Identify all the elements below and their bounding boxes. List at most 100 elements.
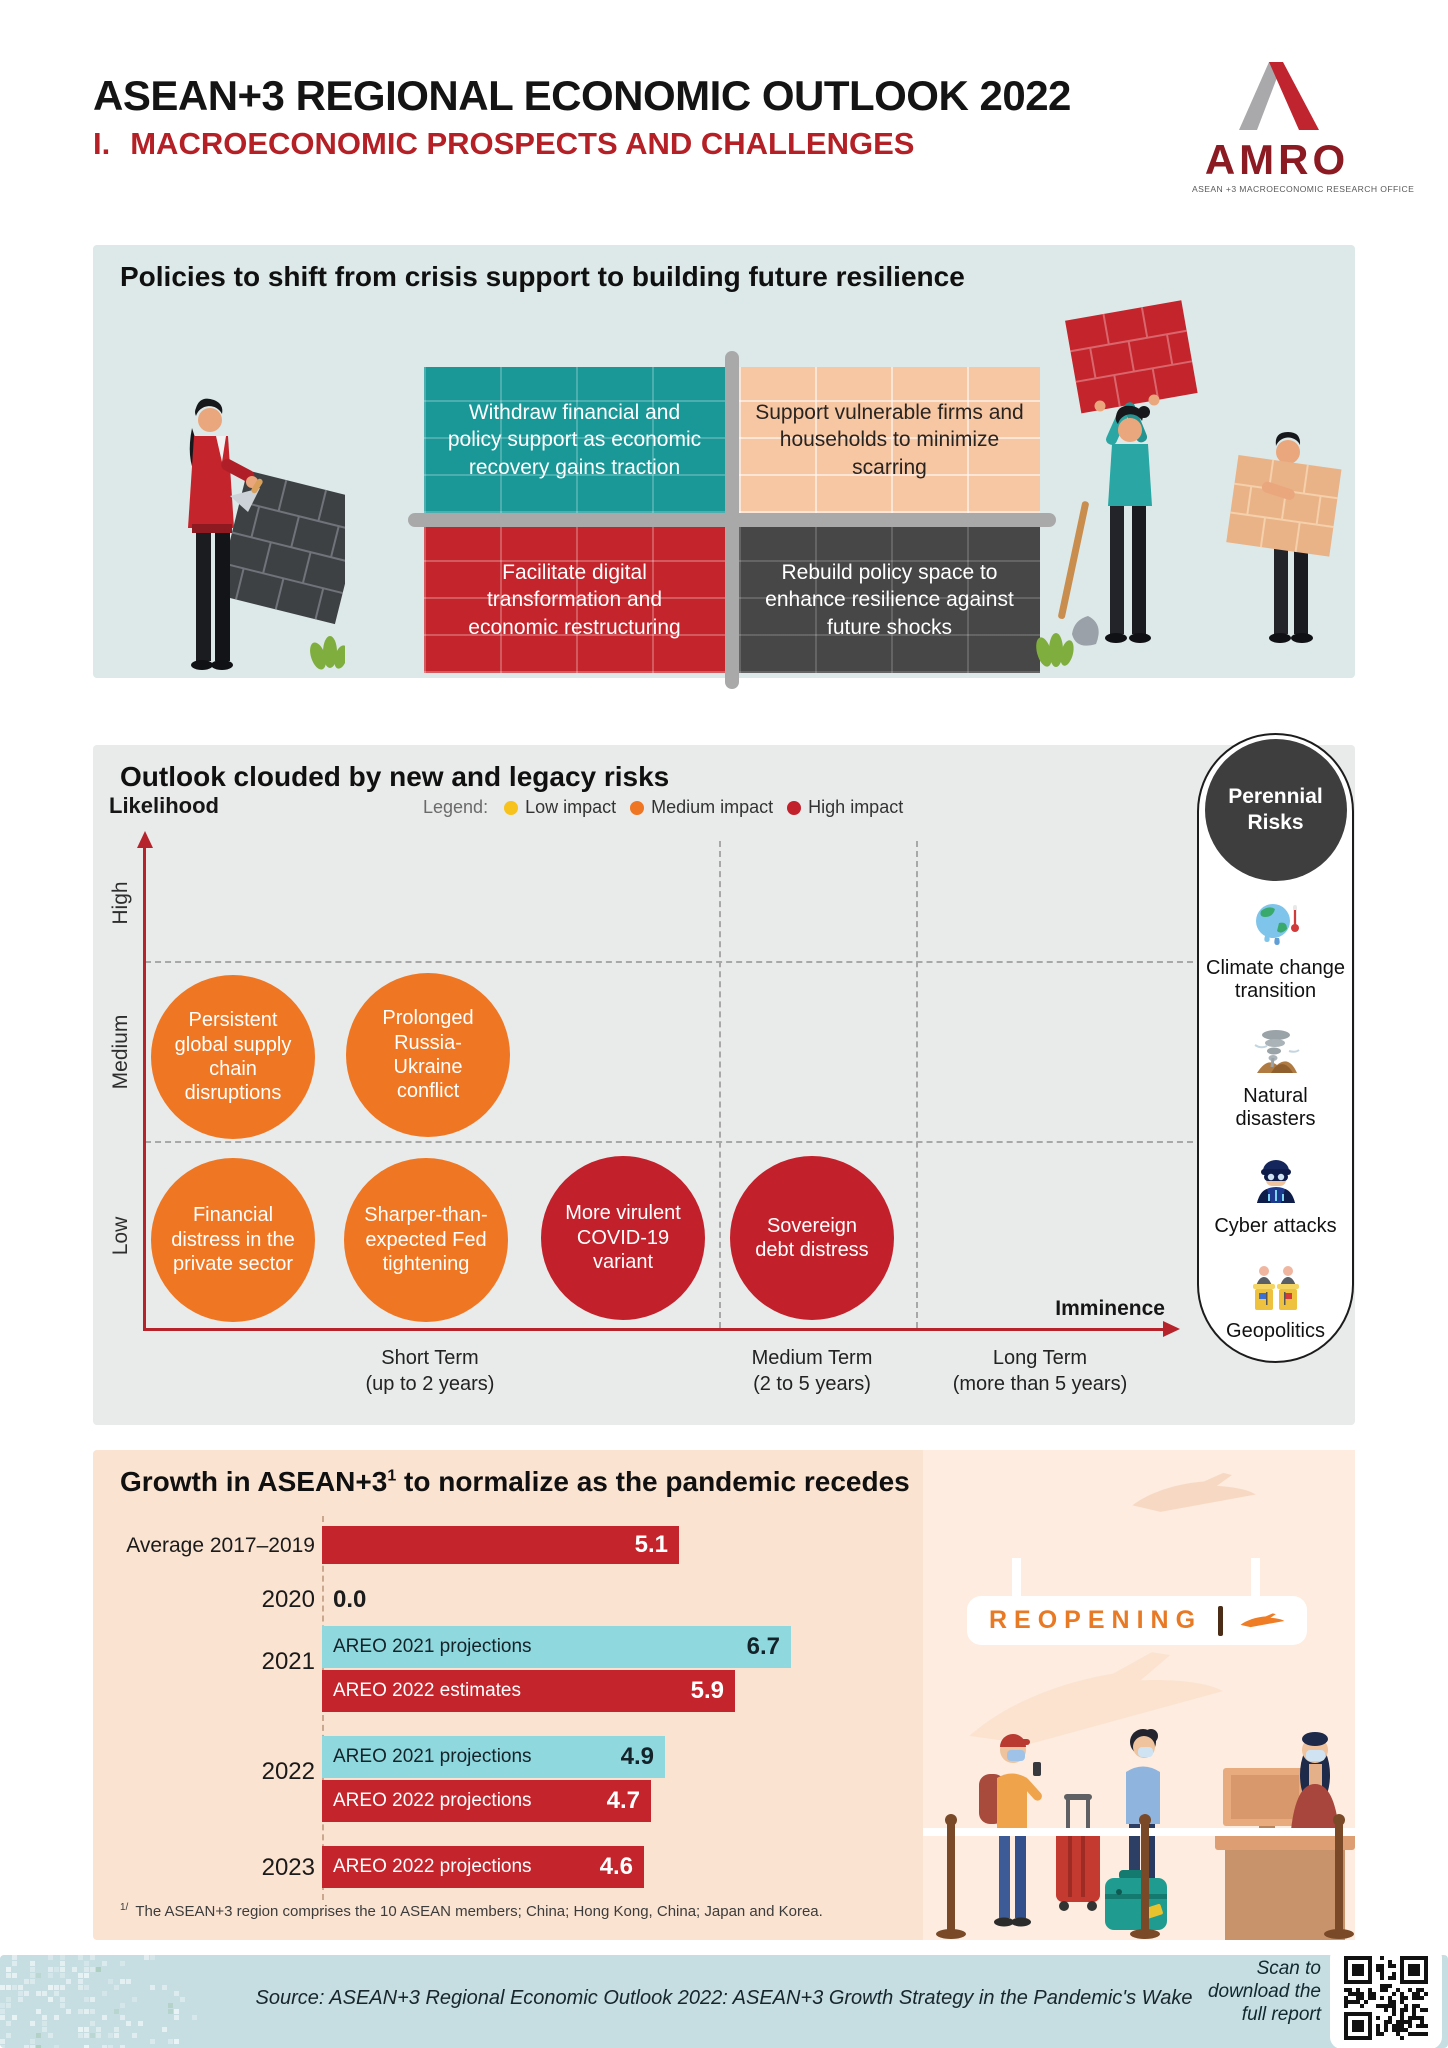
risk-outlook-section: Outlook clouded by new and legacy risks … xyxy=(93,733,1355,1425)
bar-series-label: AREO 2021 projections xyxy=(333,1746,532,1767)
quadrant-divider-vertical xyxy=(725,351,739,689)
y-tick-low: Low xyxy=(109,1216,132,1256)
builder-illustration-right xyxy=(1036,300,1342,667)
high-impact-dot-icon xyxy=(787,800,802,815)
x-tick-line2: (2 to 5 years) xyxy=(753,1373,871,1396)
footnote-text: The ASEAN+3 region comprises the 10 ASEA… xyxy=(135,1903,823,1920)
perennial-risks-panel: Perennial Risks Climate change transitio… xyxy=(1197,733,1354,1363)
builder-illustration-left xyxy=(188,398,345,670)
footer: Source: ASEAN+3 Regional Economic Outloo… xyxy=(0,1946,1448,2048)
x-tick-line1: Short Term xyxy=(381,1347,479,1369)
perennial-item-climate: Climate change transition xyxy=(1206,957,1345,1002)
bar-2022-areo2021: AREO 2021 projections 4.9 xyxy=(322,1736,665,1778)
risk-bubble-sovereign-debt: Sovereign debt distress xyxy=(730,1156,894,1320)
legend-item-label: Low impact xyxy=(525,797,617,817)
risk-bubble-financial-distress: Financial distress in the private sector xyxy=(151,1158,315,1322)
y-tick-high: High xyxy=(109,881,132,925)
policy-quadrant-rebuild-policy-space: Rebuild policy space to enhance resilien… xyxy=(739,527,1040,673)
faint-plane-icon xyxy=(969,1652,1224,1745)
risk-bubble-label: More virulent COVID-19 variant xyxy=(565,1202,681,1274)
takeoff-plane-icon xyxy=(1240,1612,1285,1627)
sign-post xyxy=(1251,1558,1260,1598)
quadrant-text: Facilitate digital transformation and ec… xyxy=(468,561,681,639)
footnote-marker: 1/ xyxy=(120,1902,129,1913)
gridline-horizontal xyxy=(145,961,1193,963)
risk-bubble-label: Persistent global supply chain disruptio… xyxy=(174,1009,292,1105)
perennial-item-geopolitics: Geopolitics xyxy=(1226,1320,1325,1342)
growth-title-footnote-ref: 1 xyxy=(387,1467,397,1485)
y-tick-medium: Medium xyxy=(109,1014,132,1090)
geopolitics-icon xyxy=(1252,1266,1299,1310)
perennial-item-disasters: Natural disasters xyxy=(1235,1085,1316,1130)
amro-logo: AMRO ASEAN +3 MACROECONOMIC RESEARCH OFF… xyxy=(1192,58,1415,194)
sign-post xyxy=(1012,1558,1021,1598)
risk-bubble-fed-tightening: Sharper-than-expected Fed tightening xyxy=(344,1158,508,1322)
growth-title-rest: to normalize as the pandemic recedes xyxy=(396,1466,910,1497)
bar-2023-areo2022: AREO 2022 projections 4.6 xyxy=(322,1846,644,1888)
faint-plane-icon xyxy=(1132,1472,1256,1512)
risk-legend: Legend: Low impact Medium impact High im… xyxy=(423,797,903,818)
legend-item-high: High impact xyxy=(787,797,903,818)
row-label-2022: 2022 xyxy=(261,1758,315,1785)
subtitle-numeral: I. xyxy=(93,126,111,161)
legend-item-low: Low impact xyxy=(504,797,616,818)
climate-change-icon xyxy=(1255,904,1299,945)
gridline-horizontal xyxy=(145,1141,1193,1143)
risk-bubble-label: Prolonged Russia-Ukraine conflict xyxy=(382,1007,474,1103)
row-label-2020: 2020 xyxy=(261,1586,315,1613)
bar-series-label: AREO 2022 estimates xyxy=(333,1680,521,1701)
legend-item-label: High impact xyxy=(808,797,904,817)
x-tick-short-term: Short Term (up to 2 years) xyxy=(320,1345,540,1398)
low-impact-dot-icon xyxy=(504,800,519,815)
sign-divider xyxy=(1218,1605,1224,1636)
amro-logo-caption: ASEAN +3 MACROECONOMIC RESEARCH OFFICE xyxy=(1192,184,1415,194)
risk-bubble-russia-ukraine: Prolonged Russia-Ukraine conflict xyxy=(346,973,510,1137)
quadrant-text: Rebuild policy space to enhance resilien… xyxy=(765,561,1014,639)
row-label-2023: 2023 xyxy=(261,1854,315,1881)
medium-impact-dot-icon xyxy=(630,800,645,815)
bar-2021-areo2022: AREO 2022 estimates 5.9 xyxy=(322,1670,735,1712)
x-axis-line xyxy=(143,1328,1165,1331)
quadrant-text: Withdraw financial and policy support as… xyxy=(447,401,702,479)
legend-item-label: Medium impact xyxy=(651,797,774,817)
perennial-item-cyber: Cyber attacks xyxy=(1214,1215,1337,1237)
legend-label: Legend: xyxy=(423,797,489,817)
source-note: Source: ASEAN+3 Regional Economic Outloo… xyxy=(255,1987,1193,2009)
policies-title: Policies to shift from crisis support to… xyxy=(120,261,965,292)
amro-logo-text: AMRO xyxy=(1204,136,1350,183)
pixel-world-map-icon xyxy=(0,1955,197,2048)
risk-bubble-covid-variant: More virulent COVID-19 variant xyxy=(541,1156,705,1320)
reopening-sign: REOPENING xyxy=(967,1596,1307,1645)
policy-quadrant-withdraw-support: Withdraw financial and policy support as… xyxy=(424,367,725,513)
x-axis-arrow-icon xyxy=(1163,1321,1180,1337)
cyber-attacks-icon xyxy=(1256,1160,1295,1203)
risk-bubble-label: Sovereign debt distress xyxy=(755,1214,869,1261)
gridline-vertical xyxy=(719,841,721,1328)
policies-section: Policies to shift from crisis support to… xyxy=(93,245,1355,689)
quadrant-text: Support vulnerable firms and households … xyxy=(755,401,1024,479)
bar-value: 5.9 xyxy=(690,1677,724,1704)
row-label-average: Average 2017–2019 xyxy=(126,1534,315,1557)
risk-bubble-supply-chain: Persistent global supply chain disruptio… xyxy=(151,975,315,1139)
x-tick-line1: Long Term xyxy=(992,1347,1088,1369)
bar-series-label: AREO 2022 projections xyxy=(333,1790,532,1811)
x-axis-label: Imminence xyxy=(1055,1297,1165,1320)
policy-quadrant-digital-transformation: Facilitate digital transformation and ec… xyxy=(424,527,725,673)
y-axis-arrow-icon xyxy=(137,831,153,848)
page-title: ASEAN+3 REGIONAL ECONOMIC OUTLOOK 2022 xyxy=(93,72,1071,119)
growth-section: Growth in ASEAN+31 to normalize as the p… xyxy=(93,1450,1355,1940)
policy-quadrants: Withdraw financial and policy support as… xyxy=(408,351,1056,689)
qr-card xyxy=(1330,1946,1442,2048)
legend-item-medium: Medium impact xyxy=(630,797,773,818)
bar-2022-areo2022: AREO 2022 projections 4.7 xyxy=(322,1780,651,1822)
bar-value: 4.6 xyxy=(599,1853,633,1880)
amro-logo-icon xyxy=(1239,62,1319,130)
bar-average-2017-2019: 5.1 xyxy=(322,1526,679,1564)
qr-code-icon xyxy=(1344,1955,1428,2040)
perennial-risks-title: Perennial Risks xyxy=(1228,784,1323,834)
bar-value: 4.7 xyxy=(606,1787,640,1814)
growth-title-main: Growth in ASEAN+3 xyxy=(120,1466,388,1497)
y-axis-label: Likelihood xyxy=(109,793,219,818)
x-tick-medium-term: Medium Term (2 to 5 years) xyxy=(702,1345,922,1398)
